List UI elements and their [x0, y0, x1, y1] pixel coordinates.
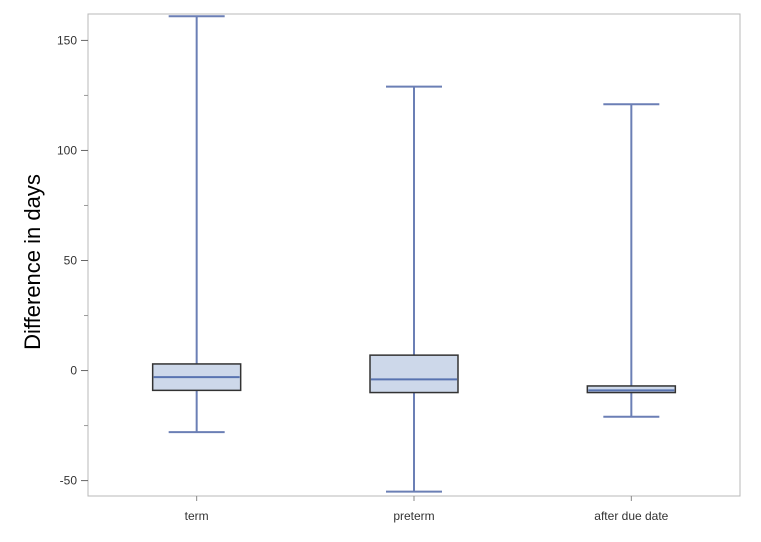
box-group-after-due-date: [586, 103, 677, 418]
y-tick-label: 100: [57, 143, 77, 157]
box-iqr: [369, 354, 459, 394]
x-category-label: term: [185, 509, 209, 523]
y-tick-label: 0: [70, 364, 77, 378]
x-category-label: preterm: [393, 509, 434, 523]
box-iqr: [586, 385, 677, 394]
y-tick-label: 150: [57, 33, 77, 47]
x-category-label: after due date: [594, 509, 668, 523]
box-group-term: [151, 15, 242, 434]
y-tick-label: -50: [60, 474, 78, 488]
y-axis-label: Difference in days: [20, 174, 45, 350]
box-group-preterm: [369, 85, 459, 493]
y-tick-label: 50: [64, 254, 78, 268]
